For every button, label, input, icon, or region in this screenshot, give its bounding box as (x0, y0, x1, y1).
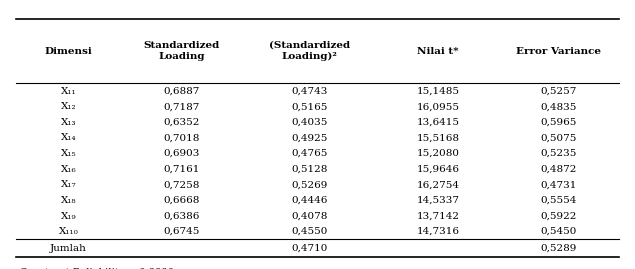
Text: Construct Reliability = 0,8990: Construct Reliability = 0,8990 (19, 268, 173, 269)
Text: 0,6668: 0,6668 (163, 196, 199, 205)
Text: 16,0955: 16,0955 (417, 102, 460, 111)
Text: 0,5965: 0,5965 (540, 118, 577, 127)
Text: 13,7142: 13,7142 (417, 211, 460, 221)
Text: X₁₂: X₁₂ (61, 102, 76, 111)
Text: 0,4835: 0,4835 (540, 102, 577, 111)
Text: X₁₁₀: X₁₁₀ (58, 227, 78, 236)
Text: 0,7018: 0,7018 (163, 133, 199, 143)
Text: 0,4035: 0,4035 (291, 118, 328, 127)
Text: 0,4872: 0,4872 (540, 165, 577, 174)
Text: X₁₈: X₁₈ (61, 196, 76, 205)
Text: X₁₆: X₁₆ (61, 165, 76, 174)
Text: 0,5269: 0,5269 (291, 180, 328, 189)
Text: 15,2080: 15,2080 (417, 149, 460, 158)
Text: X₁₁: X₁₁ (61, 87, 76, 96)
Text: 15,5168: 15,5168 (417, 133, 460, 143)
Text: 0,4743: 0,4743 (291, 87, 328, 96)
Text: 0,6903: 0,6903 (163, 149, 199, 158)
Text: 0,5450: 0,5450 (540, 227, 577, 236)
Text: X₁₃: X₁₃ (61, 118, 76, 127)
Text: 0,4925: 0,4925 (291, 133, 328, 143)
Text: 0,6887: 0,6887 (163, 87, 199, 96)
Text: 0,4550: 0,4550 (291, 227, 328, 236)
Text: 0,4765: 0,4765 (291, 149, 328, 158)
Text: 14,7316: 14,7316 (417, 227, 460, 236)
Text: 0,7187: 0,7187 (163, 102, 199, 111)
Text: 0,5165: 0,5165 (291, 102, 328, 111)
Text: 14,5337: 14,5337 (417, 196, 460, 205)
Text: Standardized
Loading: Standardized Loading (144, 41, 220, 61)
Text: 15,9646: 15,9646 (417, 165, 460, 174)
Text: 0,5257: 0,5257 (540, 87, 577, 96)
Text: Error Variance: Error Variance (516, 47, 601, 56)
Text: 0,5289: 0,5289 (540, 244, 577, 253)
Text: X₁₅: X₁₅ (61, 149, 76, 158)
Text: (Standardized
Loading)²: (Standardized Loading)² (269, 41, 351, 61)
Text: X₁₄: X₁₄ (61, 133, 76, 143)
Text: 0,5235: 0,5235 (540, 149, 577, 158)
Text: 0,5075: 0,5075 (540, 133, 577, 143)
Text: 0,6386: 0,6386 (163, 211, 199, 221)
Text: 0,4078: 0,4078 (291, 211, 328, 221)
Text: 0,6352: 0,6352 (163, 118, 199, 127)
Text: 0,6745: 0,6745 (163, 227, 199, 236)
Text: 0,5922: 0,5922 (540, 211, 577, 221)
Text: 16,2754: 16,2754 (417, 180, 460, 189)
Text: 0,4731: 0,4731 (540, 180, 577, 189)
Text: Dimensi: Dimensi (44, 47, 92, 56)
Text: 0,7258: 0,7258 (163, 180, 199, 189)
Text: 0,7161: 0,7161 (163, 165, 199, 174)
Text: Nilai t*: Nilai t* (417, 47, 459, 56)
Text: X₁₇: X₁₇ (61, 180, 76, 189)
Text: 0,4446: 0,4446 (291, 196, 328, 205)
Text: Jumlah: Jumlah (50, 244, 87, 253)
Text: 0,4710: 0,4710 (291, 244, 328, 253)
Text: 13,6415: 13,6415 (417, 118, 460, 127)
Text: 15,1485: 15,1485 (417, 87, 460, 96)
Text: 0,5554: 0,5554 (540, 196, 577, 205)
Text: X₁₉: X₁₉ (61, 211, 76, 221)
Text: 0,5128: 0,5128 (291, 165, 328, 174)
